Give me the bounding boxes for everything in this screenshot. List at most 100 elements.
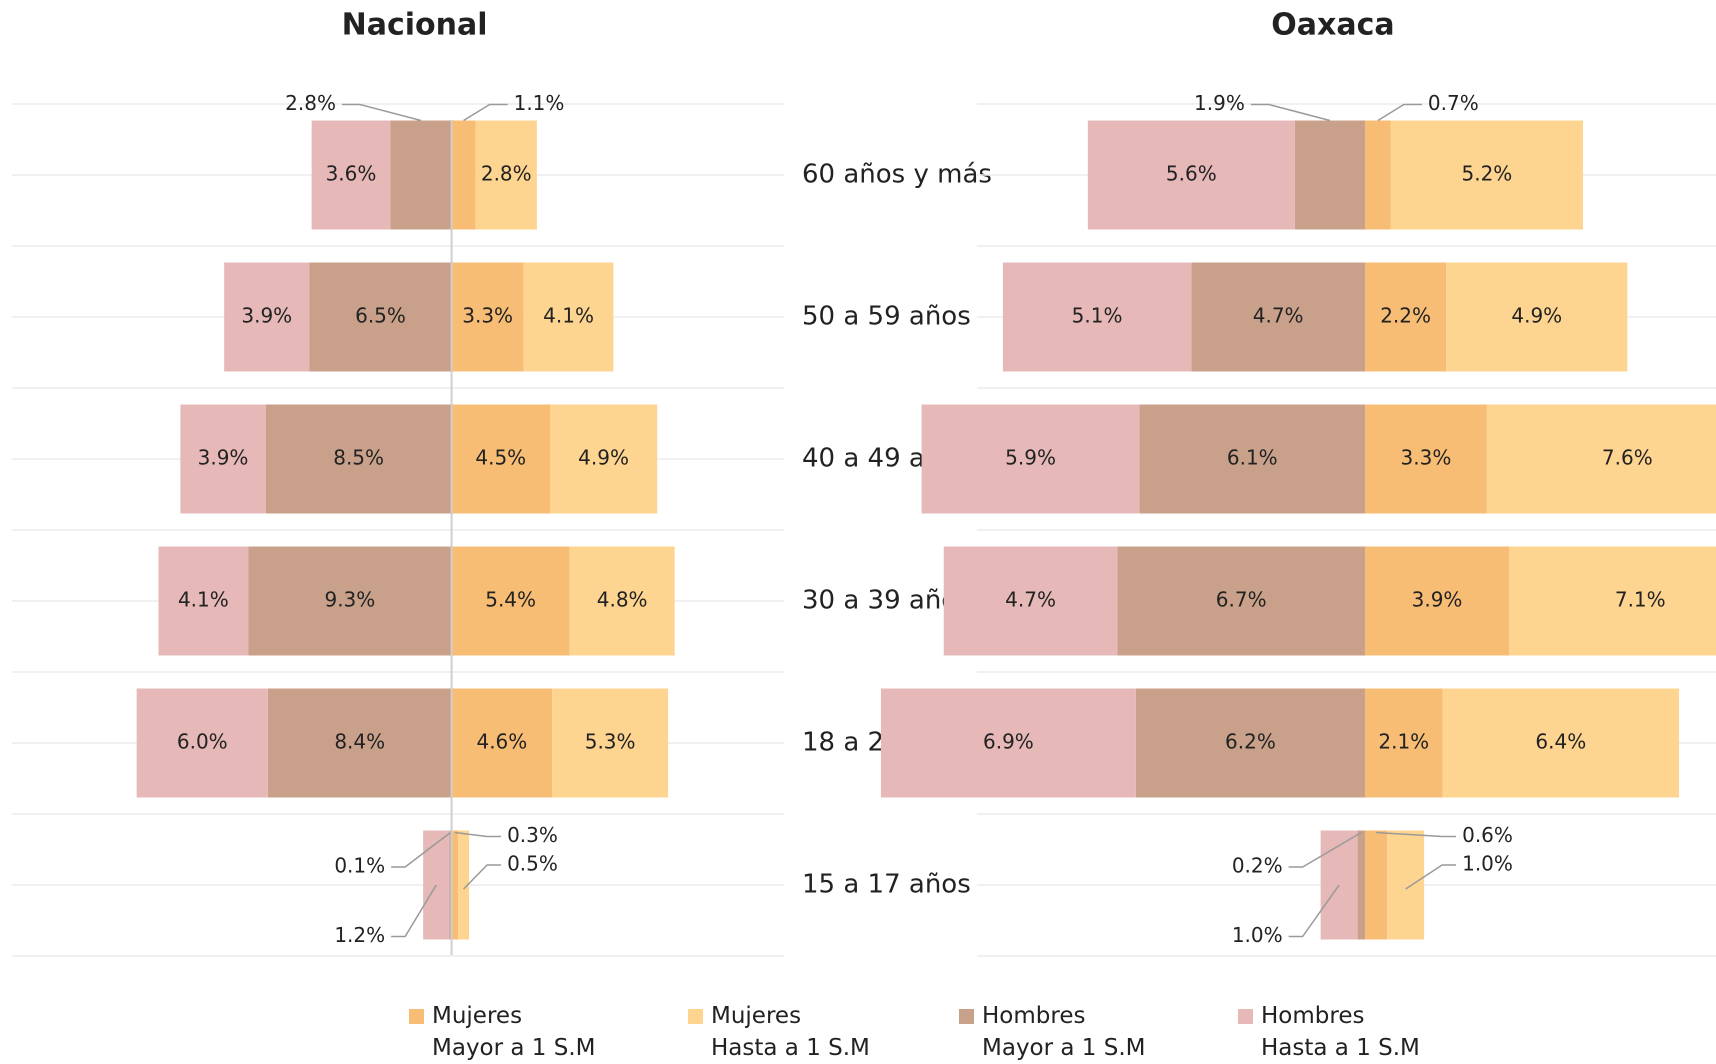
bar-segment: [451, 262, 524, 372]
value-label: 3.9%: [241, 304, 292, 328]
value-label: 5.3%: [585, 730, 636, 754]
bar-segment: [1135, 688, 1365, 798]
bar-segment: [1364, 120, 1391, 230]
value-label: 6.0%: [177, 730, 228, 754]
bar-segment: [423, 830, 450, 940]
value-label: 4.8%: [597, 588, 648, 612]
bar-segment: [1139, 404, 1365, 514]
value-label: 3.3%: [462, 304, 513, 328]
value-label: 1.9%: [1194, 91, 1245, 115]
bar-segment: [1364, 262, 1447, 372]
bar-segment: [880, 688, 1136, 798]
legend-label: Hombres Hasta a 1 S.M: [1261, 1003, 1420, 1061]
bar-segment: [449, 830, 452, 940]
value-label: 1.0%: [1462, 852, 1513, 876]
category-label: 60 años y más: [802, 160, 992, 190]
value-label: 4.6%: [476, 730, 527, 754]
value-label: 0.7%: [1428, 91, 1479, 115]
bar-segment: [1364, 688, 1443, 798]
bar-segment: [1087, 120, 1295, 230]
value-label: 1.0%: [1232, 923, 1283, 947]
bar-segment: [311, 120, 391, 230]
bar-segment: [451, 404, 550, 514]
value-label: 3.9%: [198, 446, 249, 470]
bar-segment: [451, 688, 553, 798]
value-label: 7.6%: [1602, 446, 1653, 470]
legend-label: Hombres Mayor a 1 S.M: [982, 1003, 1146, 1061]
bar-segment: [265, 404, 452, 514]
value-label: 4.9%: [578, 446, 629, 470]
value-label: 0.5%: [507, 852, 558, 876]
value-label: 3.6%: [326, 162, 377, 186]
value-label: 1.2%: [334, 923, 385, 947]
bar-segment: [180, 404, 266, 514]
legend-swatch: [409, 1009, 424, 1024]
bar-segment: [523, 262, 614, 372]
bar-segment: [1294, 120, 1365, 230]
value-label: 2.8%: [481, 162, 532, 186]
value-label: 8.5%: [333, 446, 384, 470]
bar-segment: [451, 120, 476, 230]
panel-title: Oaxaca: [1271, 8, 1394, 43]
bar-segment: [1509, 546, 1716, 656]
value-label: 7.1%: [1615, 588, 1666, 612]
legend-label: Mujeres Hasta a 1 S.M: [711, 1003, 870, 1061]
leader-line: [1405, 864, 1457, 890]
value-label: 3.9%: [1412, 588, 1463, 612]
bar-segment: [309, 262, 452, 372]
value-label: 5.2%: [1462, 162, 1513, 186]
value-label: 4.1%: [178, 588, 229, 612]
bar-segment: [1364, 546, 1510, 656]
leader-line: [341, 103, 422, 122]
value-label: 6.1%: [1227, 446, 1278, 470]
value-label: 2.8%: [285, 91, 336, 115]
bar-segment: [552, 688, 669, 798]
value-label: 5.4%: [485, 588, 536, 612]
leader-line: [463, 103, 508, 122]
bar-segment: [267, 688, 452, 798]
bar-segment: [1191, 262, 1365, 372]
value-label: 2.1%: [1378, 730, 1429, 754]
leader-line: [463, 864, 502, 890]
bar-segment: [224, 262, 310, 372]
value-label: 4.9%: [1511, 304, 1562, 328]
value-label: 6.5%: [355, 304, 406, 328]
legend-swatch: [959, 1009, 974, 1024]
bar-segment: [158, 546, 249, 656]
category-label: 15 a 17 años: [802, 870, 971, 900]
value-label: 4.5%: [475, 446, 526, 470]
category-label: 30 a 39 años: [802, 586, 971, 616]
bar-segment: [390, 120, 452, 230]
bar-segment: [1442, 688, 1680, 798]
value-label: 4.1%: [543, 304, 594, 328]
value-label: 9.3%: [324, 588, 375, 612]
value-label: 0.3%: [507, 823, 558, 847]
value-label: 6.9%: [983, 730, 1034, 754]
value-label: 4.7%: [1253, 304, 1304, 328]
bar-segment: [475, 120, 537, 230]
legend-label: Mujeres Mayor a 1 S.M: [432, 1003, 596, 1061]
bar-segment: [549, 404, 658, 514]
bar-segment: [248, 546, 452, 656]
value-label: 0.1%: [334, 854, 385, 878]
value-label: 5.9%: [1005, 446, 1056, 470]
bar-segment: [458, 830, 470, 940]
bar-segment: [1387, 830, 1425, 940]
leader-line: [1288, 884, 1340, 938]
legend: Mujeres Mayor a 1 S.M Mujeres Hasta a 1 S…: [0, 1000, 1716, 1061]
bar-segment: [921, 404, 1140, 514]
value-label: 4.7%: [1005, 588, 1056, 612]
bar-segment: [1364, 404, 1487, 514]
legend-swatch: [688, 1009, 703, 1024]
value-label: 0.2%: [1232, 854, 1283, 878]
leader-line: [454, 831, 502, 838]
bar-segment: [1002, 262, 1192, 372]
leader-line: [1377, 103, 1422, 122]
bar-segment: [451, 546, 570, 656]
value-label: 5.6%: [1166, 162, 1217, 186]
legend-swatch: [1238, 1009, 1253, 1024]
panel-title: Nacional: [342, 8, 488, 43]
leader-line: [391, 831, 451, 868]
